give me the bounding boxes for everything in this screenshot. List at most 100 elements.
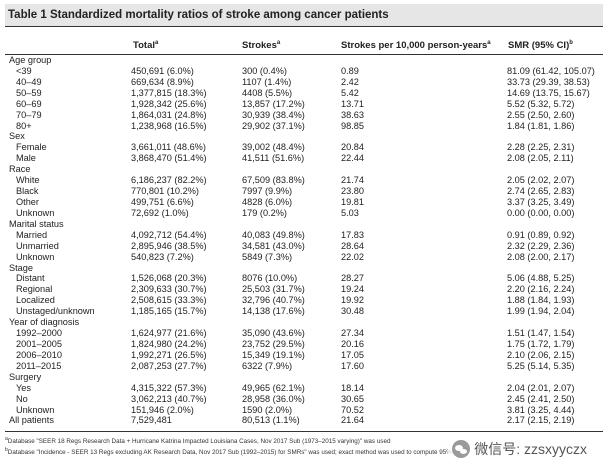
- cell-rate: 2.42: [341, 76, 359, 87]
- cell-rate: 0.89: [341, 65, 359, 76]
- cell-total: 1,928,342 (25.6%): [131, 98, 207, 109]
- cell-total: 3,062,213 (40.7%): [131, 393, 207, 404]
- table-row: 2001–2005 1,824,980 (24.2%) 23,752 (29.5%)…: [5, 339, 603, 350]
- table-row: 2006–2010 1,992,271 (26.5%) 15,349 (19.1%)…: [5, 350, 603, 361]
- cell-smr: 2.32 (2.29, 2.36): [507, 240, 575, 251]
- cell-smr: 2.45 (2.41, 2.50): [507, 393, 575, 404]
- row-label: Married: [16, 229, 48, 240]
- bottom-rule: [5, 431, 603, 432]
- cell-smr: 2.04 (2.01, 2.07): [507, 382, 575, 393]
- cell-strokes: 1590 (2.0%): [242, 404, 293, 415]
- table-row: No 3,062,213 (40.7%) 28,958 (36.0%) 30.65 2.…: [5, 394, 603, 405]
- table-row: 2011–2015 2,087,253 (27.7%) 6322 (7.9%) 17.…: [5, 361, 603, 372]
- table-row: 80+ 1,238,968 (16.5%) 29,902 (37.1%) 98.85 1…: [5, 121, 603, 132]
- table-row: Unstaged/unknown 1,185,165 (15.7%) 14,138 …: [5, 306, 603, 317]
- row-label: Male: [16, 153, 36, 164]
- table-row: All patients 7,529,481 80,513 (1.1%) 21.64 2…: [5, 415, 603, 426]
- table-row: Unknown 151,946 (2.0%) 1590 (2.0%) 70.52 3.8…: [5, 405, 603, 416]
- cell-total: 4,092,712 (54.4%): [131, 229, 207, 240]
- cell-smr: 2.17 (2.15, 2.19): [507, 415, 575, 426]
- watermark: 微信号: zzsxyyczx: [448, 438, 591, 460]
- cell-smr: 5.52 (5.32, 5.72): [507, 98, 575, 109]
- table-row: 40–49 669,634 (8.9%) 1107 (1.4%) 2.42 33.73 …: [5, 77, 603, 88]
- cell-smr: 1.84 (1.81, 1.86): [507, 120, 575, 131]
- cell-strokes: 80,513 (1.1%): [242, 415, 300, 426]
- cell-rate: 21.74: [341, 175, 364, 186]
- table-row: Unknown 540,823 (7.2%) 5849 (7.3%) 22.02 2.0…: [5, 252, 603, 263]
- row-label: 2011–2015: [16, 360, 62, 371]
- table-row: Regional 2,309,633 (30.7%) 25,503 (31.7%) 1…: [5, 284, 603, 295]
- cell-rate: 28.64: [341, 240, 364, 251]
- cell-total: 2,087,253 (27.7%): [131, 360, 207, 371]
- table-row: 60–69 1,928,342 (25.6%) 13,857 (17.2%) 13.7…: [5, 99, 603, 110]
- row-label: 70–79: [16, 109, 42, 120]
- cell-strokes: 35,090 (43.6%): [242, 328, 305, 339]
- cell-strokes: 28,958 (36.0%): [242, 393, 305, 404]
- wechat-icon: [452, 440, 471, 458]
- table-title: Table 1 Standardized mortality ratios of…: [5, 4, 603, 26]
- row-label: Surgery: [9, 371, 42, 382]
- cell-smr: 2.05 (2.02, 2.07): [507, 175, 575, 186]
- row-label: Localized: [16, 295, 55, 306]
- cell-rate: 18.14: [341, 382, 364, 393]
- cell-smr: 14.69 (13.75, 15.67): [507, 87, 590, 98]
- table-row: Sex: [5, 131, 603, 142]
- cell-rate: 38.63: [341, 109, 364, 120]
- table-row: Surgery: [5, 372, 603, 383]
- table-row: Female 3,661,011 (48.6%) 39,002 (48.4%) 20.…: [5, 142, 603, 153]
- cell-total: 3,868,470 (51.4%): [131, 153, 207, 164]
- cell-total: 1,526,068 (20.3%): [131, 273, 207, 284]
- cell-strokes: 49,965 (62.1%): [242, 382, 305, 393]
- footnote-b: bDatabase "Incidence - SEER 13 Regs excl…: [5, 447, 460, 457]
- cell-total: 4,315,322 (57.3%): [131, 382, 207, 393]
- row-label: Regional: [16, 284, 53, 295]
- cell-strokes: 32,796 (40.7%): [242, 295, 305, 306]
- cell-rate: 98.85: [341, 120, 364, 131]
- cell-strokes: 8076 (10.0%): [242, 273, 298, 284]
- row-label: 40–49: [16, 76, 42, 87]
- cell-rate: 28.27: [341, 273, 364, 284]
- cell-strokes: 13,857 (17.2%): [242, 98, 305, 109]
- cell-smr: 1.51 (1.47, 1.54): [507, 328, 575, 339]
- cell-total: 3,661,011 (48.6%): [131, 142, 206, 153]
- cell-smr: 1.99 (1.94, 2.04): [507, 306, 575, 317]
- header-total: Totala: [133, 40, 159, 51]
- row-label: Unknown: [16, 251, 55, 262]
- cell-smr: 2.10 (2.06, 2.15): [507, 349, 575, 360]
- header-smr: SMR (95% CI)b: [508, 40, 573, 51]
- row-label: Age group: [9, 55, 52, 65]
- row-label: 50–59: [16, 87, 42, 98]
- cell-strokes: 67,509 (83.8%): [242, 175, 305, 186]
- watermark-text: 微信号: zzsxyyczx: [474, 441, 587, 457]
- cell-strokes: 41,511 (51.6%): [242, 153, 305, 164]
- cell-total: 72,692 (1.0%): [131, 207, 189, 218]
- row-label: Unstaged/unknown: [16, 306, 95, 317]
- cell-smr: 0.91 (0.89, 0.92): [507, 229, 575, 240]
- table-body: Age group <39 450,691 (6.0%) 300 (0.4%) 0.89…: [5, 55, 603, 426]
- cell-rate: 27.34: [341, 328, 364, 339]
- cell-smr: 3.37 (3.25, 3.49): [507, 196, 575, 207]
- row-label: 80+: [16, 120, 32, 131]
- cell-smr: 3.81 (3.25, 4.44): [507, 404, 575, 415]
- row-label: Stage: [9, 262, 34, 273]
- table-row: 1992–2000 1,624,977 (21.6%) 35,090 (43.6%)…: [5, 328, 603, 339]
- cell-rate: 19.92: [341, 295, 364, 306]
- cell-rate: 5.03: [341, 207, 359, 218]
- row-label: No: [16, 393, 28, 404]
- table-row: Other 499,751 (6.6%) 4828 (6.0%) 19.81 3.37 …: [5, 197, 603, 208]
- cell-smr: 2.08 (2.05, 2.11): [507, 153, 574, 164]
- cell-strokes: 1107 (1.4%): [242, 76, 292, 87]
- cell-strokes: 4828 (6.0%): [242, 196, 293, 207]
- header-rate: Strokes per 10,000 person-yearsa: [341, 40, 491, 51]
- table-row: 70–79 1,864,031 (24.8%) 30,939 (38.4%) 38.6…: [5, 110, 603, 121]
- row-label: 1992–2000: [16, 328, 62, 339]
- row-label: 2006–2010: [16, 349, 62, 360]
- cell-smr: 5.25 (5.14, 5.35): [507, 360, 575, 371]
- row-label: Unknown: [16, 207, 55, 218]
- table-row: 50–59 1,377,815 (18.3%) 4408 (5.5%) 5.42 14.…: [5, 88, 603, 99]
- cell-strokes: 5849 (7.3%): [242, 251, 293, 262]
- cell-rate: 19.24: [341, 284, 364, 295]
- table-row: Unknown 72,692 (1.0%) 179 (0.2%) 5.03 0.00 (…: [5, 208, 603, 219]
- header-strokes: Strokesa: [242, 40, 281, 51]
- cell-smr: 81.09 (61.42, 105.07): [507, 65, 595, 76]
